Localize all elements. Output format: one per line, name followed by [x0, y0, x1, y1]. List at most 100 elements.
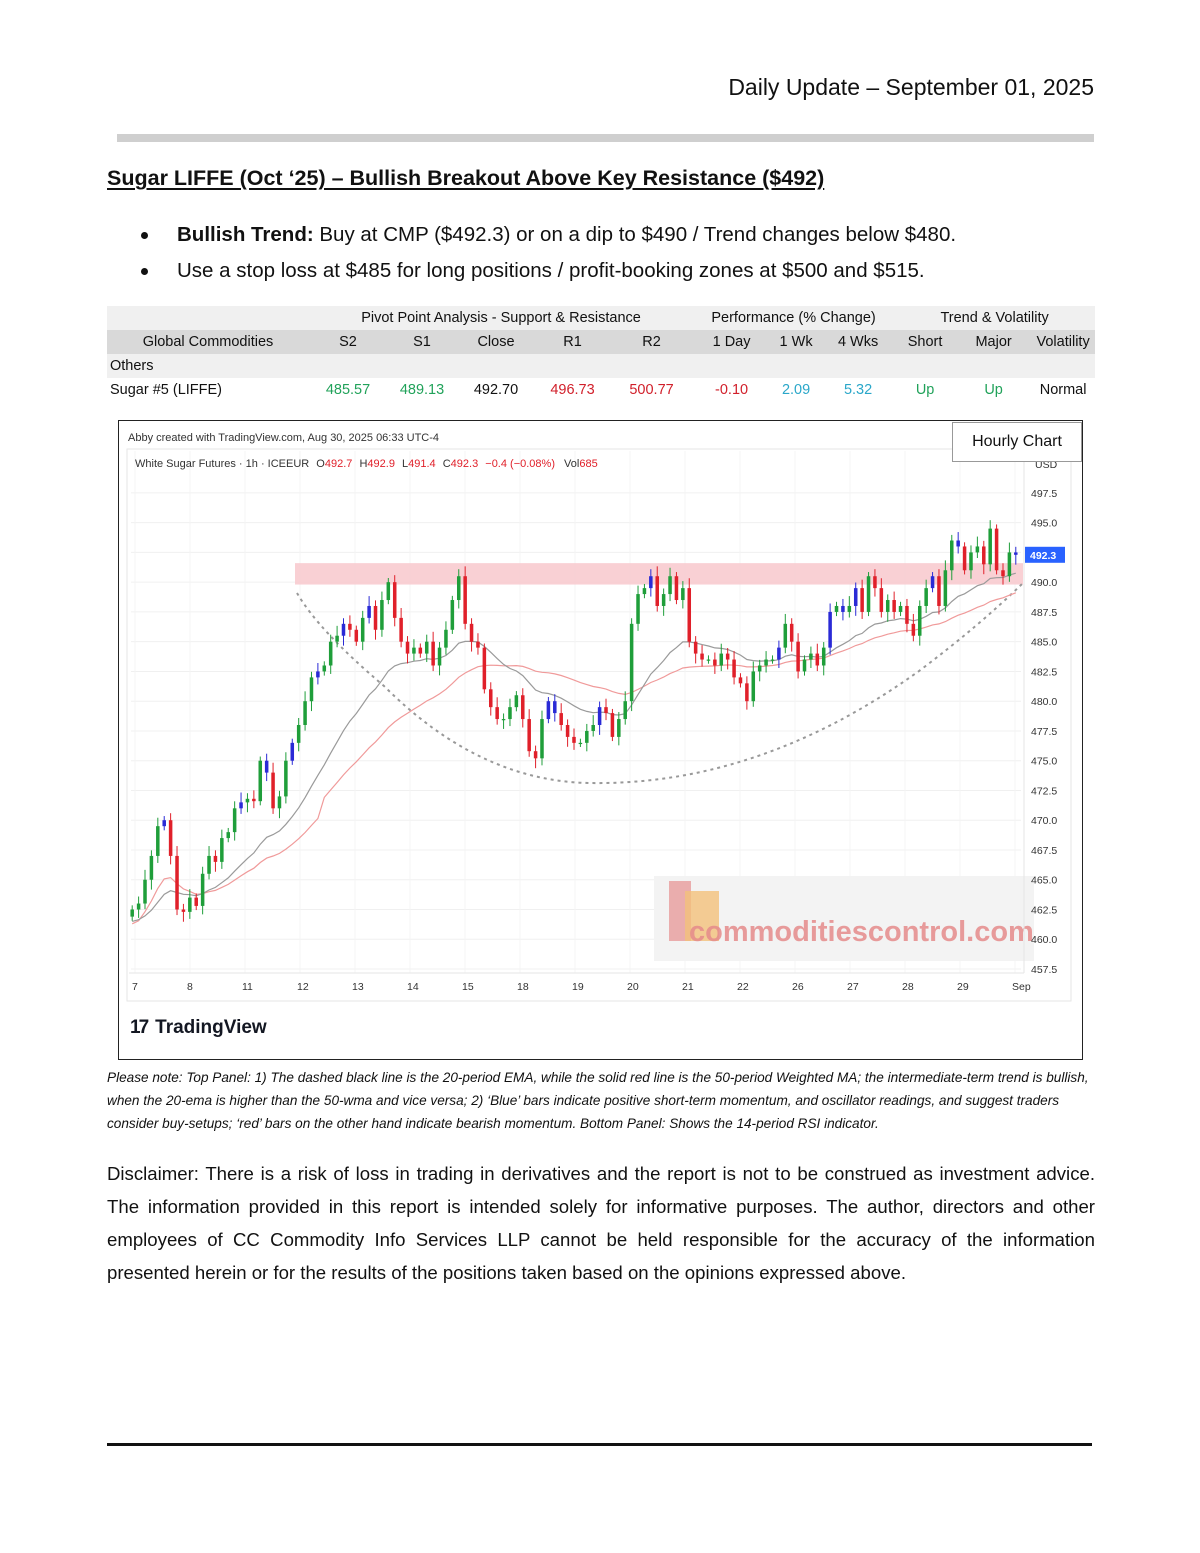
tradingview-logo: 17 TradingView — [130, 1017, 267, 1039]
group-performance: Performance (% Change) — [693, 306, 895, 330]
ohlc-close: 492.3 — [451, 458, 479, 470]
candle — [937, 576, 941, 606]
x-tick-label: 7 — [132, 981, 138, 993]
cell-major: Up — [956, 378, 1032, 402]
candle — [143, 879, 147, 904]
cell-4wks: 5.32 — [822, 378, 895, 402]
watermark-logo-block — [685, 891, 719, 941]
candle — [950, 540, 954, 571]
chart-symbol: White Sugar Futures · 1h · ICEEUR — [135, 458, 309, 470]
candle — [969, 552, 973, 571]
candle — [674, 576, 679, 601]
recommendation-text: Buy at CMP ($492.3) or on a dip to $490 … — [313, 223, 957, 246]
candle — [239, 802, 243, 809]
candle — [591, 725, 595, 731]
ohlc-high: 492.9 — [367, 458, 395, 470]
x-tick-label: 11 — [242, 981, 253, 993]
candle — [264, 760, 269, 773]
candle — [661, 594, 666, 606]
x-tick-label: 8 — [187, 981, 193, 993]
x-tick-label: 19 — [572, 981, 584, 993]
chart-note: Please note: Top Panel: 1) The dashed bl… — [107, 1070, 1089, 1131]
candle — [354, 629, 359, 642]
candle — [834, 605, 839, 612]
ohlc-change: −0.4 (−0.08%) — [485, 458, 555, 470]
candle — [719, 653, 724, 666]
ema-20-line — [132, 572, 1016, 922]
candle — [232, 808, 237, 833]
candle — [399, 617, 403, 642]
candle — [783, 623, 788, 648]
candle — [328, 641, 333, 666]
resistance-zone-band — [295, 563, 1023, 585]
candle — [636, 594, 640, 624]
candle — [681, 588, 685, 601]
candle — [1001, 570, 1005, 577]
column-header: Short — [894, 330, 957, 354]
column-header: S1 — [387, 330, 457, 354]
candle — [962, 546, 967, 571]
column-header: R1 — [535, 330, 610, 354]
candle — [386, 582, 391, 601]
x-axis: 7 8 11 12 13 14 15 18 19 20 21 22 26 27 28 29 Sep — [129, 972, 1031, 993]
ohlc-low-label: L — [402, 458, 408, 470]
candle — [745, 683, 749, 702]
candle — [533, 751, 538, 759]
x-tick-label: 26 — [792, 981, 804, 993]
candle — [501, 719, 506, 721]
candle — [309, 677, 314, 702]
volume-value: 685 — [579, 458, 597, 470]
candle — [982, 546, 986, 565]
cup-curve — [296, 582, 1024, 785]
report-date: Daily Update – September 01, 2025 — [728, 74, 1094, 100]
candle — [687, 588, 692, 642]
candle — [994, 528, 999, 571]
wma-50-line — [131, 592, 1017, 925]
candle — [572, 736, 576, 743]
table-section-row: Others — [107, 354, 1096, 378]
candle — [879, 588, 884, 612]
candle — [693, 641, 698, 654]
last-price-label: 492.3 — [1030, 550, 1056, 562]
candle — [437, 647, 442, 666]
candle — [348, 623, 352, 630]
candle — [450, 600, 455, 630]
candle — [623, 701, 627, 720]
candle — [911, 623, 916, 636]
pivot-table: Pivot Point Analysis - Support & Resista… — [107, 306, 1096, 402]
footer-divider — [107, 1443, 1092, 1446]
candle — [821, 647, 826, 666]
candle — [226, 832, 231, 839]
x-tick-label: 14 — [407, 981, 419, 993]
y-tick-label: 477.5 — [1031, 726, 1057, 738]
x-tick-label: 13 — [352, 981, 364, 993]
candle — [188, 897, 192, 912]
y-tick-label: 495.0 — [1031, 518, 1057, 530]
commodity-name: Sugar #5 (LIFFE) — [107, 378, 309, 402]
currency-label: USD — [1035, 459, 1058, 471]
candle — [322, 665, 327, 672]
column-header: Volatility — [1031, 330, 1096, 354]
column-header: 1 Day — [693, 330, 771, 354]
candle — [553, 701, 557, 714]
x-tick-label: 15 — [462, 981, 474, 993]
candle — [866, 576, 871, 612]
candle — [252, 798, 256, 802]
cup-curve-line — [296, 582, 1024, 785]
cell-r1: 496.73 — [535, 378, 610, 402]
cell-volatility: Normal — [1031, 378, 1096, 402]
cell-close: 492.70 — [457, 378, 535, 402]
candle — [284, 760, 288, 797]
cell-1day: -0.10 — [693, 378, 771, 402]
candle — [930, 576, 935, 589]
candle — [194, 897, 198, 906]
ohlc-low: 491.4 — [408, 458, 436, 470]
candle — [162, 820, 166, 827]
candle — [149, 855, 154, 880]
candle — [732, 659, 736, 678]
table-header-row: Global Commodities S2 S1 Close R1 R2 1 D… — [107, 330, 1096, 354]
candle — [514, 695, 519, 708]
y-tick-label: 480.0 — [1031, 696, 1057, 708]
chart-symbol-line: White Sugar Futures · 1h · ICEEUR O492.7… — [135, 458, 598, 470]
recommendation-text: Use a stop loss at $485 for long positio… — [177, 259, 925, 282]
